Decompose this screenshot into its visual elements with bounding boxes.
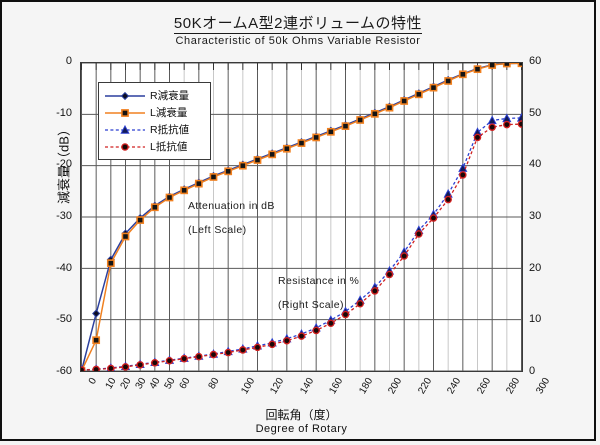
legend-key-diamond-icon: [105, 91, 145, 100]
x-axis-tick: 80: [206, 376, 223, 392]
x-axis-tick: 300: [533, 376, 552, 396]
y-axis-left-tick: -60: [56, 365, 72, 377]
x-axis-tick: 240: [445, 376, 464, 396]
x-axis-tick: 260: [474, 376, 493, 396]
plot-annotation: Attenuation in dB: [188, 200, 275, 212]
x-axis-tick: 40: [147, 376, 164, 392]
x-axis-label-sub: Degree of Rotary: [255, 423, 348, 435]
x-axis-tick: 50: [162, 376, 178, 392]
legend-key-circle-icon: [105, 142, 145, 151]
x-axis-tick: 160: [327, 376, 346, 396]
y-axis-right-tick: 20: [529, 261, 542, 274]
y-axis-left-tick: -10: [56, 106, 72, 119]
x-axis-tick: 100: [239, 376, 258, 396]
y-axis-right-tick: 60: [529, 55, 542, 67]
y-axis-left-tick: -50: [56, 313, 72, 326]
chart-legend: R減衰量 L減衰量 R抵抗値 L抵抗値: [98, 82, 211, 160]
x-axis-tick: 200: [386, 376, 405, 396]
legend-item-label: L抵抗値: [150, 141, 188, 153]
y-axis-left-tick: -20: [56, 158, 72, 171]
y-axis-right-tick: 10: [529, 313, 542, 326]
legend-item: R減衰量: [103, 87, 205, 104]
x-axis-tick: 220: [415, 376, 434, 396]
legend-key-triangle-icon: [105, 124, 145, 134]
plot-annotation: (Right Scale): [278, 299, 344, 311]
x-axis-tick: 20: [118, 376, 134, 392]
y-axis-right-tick: 40: [529, 158, 542, 171]
y-axis-right-tick: 50: [529, 106, 542, 119]
legend-item-label: R抵抗値: [150, 124, 190, 136]
chart-subtitle: Characteristic of 50k Ohms Variable Resi…: [175, 35, 421, 47]
legend-item: L抵抗値: [103, 138, 205, 155]
x-axis-tick: 120: [268, 376, 287, 396]
legend-item: R抵抗値: [103, 121, 205, 138]
x-axis-label: 回転角（度）: [265, 408, 338, 422]
x-axis-tick: 0: [86, 376, 99, 387]
y-axis-left-tick: 0: [65, 55, 72, 67]
y-axis-left-tick: -30: [56, 210, 72, 222]
plot-annotation: (Left Scale): [188, 224, 247, 236]
y-axis-right-tick: 0: [529, 365, 536, 377]
y-axis-left-tick: -40: [56, 261, 72, 274]
x-axis-tick: 180: [357, 376, 375, 396]
chart-title-text: 50KオームA型2連ボリュームの特性: [173, 15, 423, 34]
plot-annotation: Resistance in %: [278, 275, 360, 287]
legend-item-label: R減衰量: [150, 90, 190, 102]
legend-item: L減衰量: [103, 104, 205, 121]
legend-item-label: L減衰量: [150, 107, 188, 119]
chart-title: 50KオームA型2連ボリュームの特性: [2, 12, 594, 34]
x-axis-tick: 140: [298, 376, 316, 396]
y-axis-right-tick: 30: [529, 210, 542, 222]
x-axis-tick: 30: [133, 376, 149, 392]
legend-key-square-icon: [105, 108, 145, 117]
x-axis-tick: 280: [504, 376, 523, 396]
x-axis-tick: 10: [103, 376, 119, 392]
x-axis-tick: 60: [177, 376, 193, 392]
